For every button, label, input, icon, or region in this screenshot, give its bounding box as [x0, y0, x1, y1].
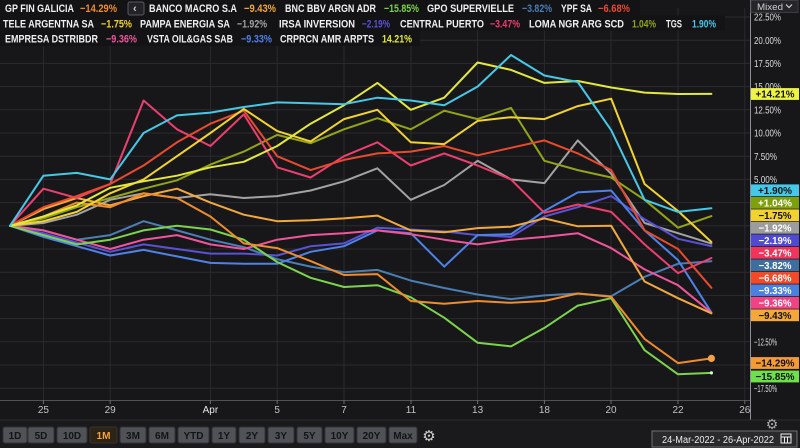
svg-text:5: 5 — [274, 405, 280, 416]
svg-text:−17.50%: −17.50% — [754, 384, 777, 395]
svg-text:+1.90%: +1.90% — [758, 186, 792, 197]
svg-text:−6.68%: −6.68% — [598, 3, 630, 15]
svg-text:1M: 1M — [97, 431, 111, 442]
svg-text:18: 18 — [539, 405, 551, 416]
svg-text:−9.43%: −9.43% — [759, 311, 792, 322]
svg-text:17.50%: 17.50% — [754, 59, 781, 70]
svg-text:−9.33%: −9.33% — [759, 286, 792, 297]
svg-text:GP FIN GALICIA: GP FIN GALICIA — [5, 3, 74, 15]
svg-text:−15.85%: −15.85% — [756, 372, 795, 383]
svg-text:Mixed: Mixed — [757, 2, 783, 12]
svg-text:−2.19%: −2.19% — [362, 19, 390, 31]
svg-text:TGS: TGS — [666, 19, 682, 31]
svg-text:−3.82%: −3.82% — [522, 3, 552, 15]
svg-text:7.50%: 7.50% — [754, 152, 777, 163]
svg-text:10.00%: 10.00% — [754, 129, 781, 140]
svg-text:−12.50%: −12.50% — [754, 337, 777, 348]
svg-text:13: 13 — [472, 405, 484, 416]
svg-text:−1.92%: −1.92% — [759, 223, 792, 234]
svg-text:12.50%: 12.50% — [754, 105, 781, 116]
svg-text:3M: 3M — [126, 431, 140, 442]
svg-text:BNC BBV ARGN ADR: BNC BBV ARGN ADR — [285, 3, 376, 15]
svg-text:⚙: ⚙ — [766, 416, 779, 432]
svg-text:25: 25 — [38, 405, 50, 416]
svg-text:10Y: 10Y — [331, 431, 349, 442]
svg-text:26: 26 — [739, 405, 751, 416]
svg-text:14.21%: 14.21% — [382, 34, 412, 46]
svg-text:‹: ‹ — [133, 3, 137, 15]
svg-text:15.00%: 15.00% — [754, 82, 781, 93]
svg-text:IRSA INVERSION: IRSA INVERSION — [279, 19, 355, 31]
svg-text:−1.75%: −1.75% — [101, 19, 132, 31]
svg-text:Max: Max — [393, 431, 413, 442]
svg-text:TELE ARGENTNA SA: TELE ARGENTNA SA — [3, 19, 94, 31]
svg-text:20: 20 — [605, 405, 617, 416]
svg-text:Apr: Apr — [203, 405, 219, 416]
svg-text:YTD: YTD — [184, 431, 204, 442]
svg-text:CRPRCN AMR ARPTS: CRPRCN AMR ARPTS — [280, 34, 374, 46]
svg-text:24-Mar-2022 - 26-Apr-2022: 24-Mar-2022 - 26-Apr-2022 — [662, 435, 774, 446]
svg-text:−15.85%: −15.85% — [384, 3, 419, 15]
svg-text:10D: 10D — [63, 431, 81, 442]
svg-text:29: 29 — [105, 405, 117, 416]
svg-text:−1.92%: −1.92% — [237, 19, 267, 31]
svg-text:−14.29%: −14.29% — [80, 3, 117, 15]
svg-text:+14.21%: +14.21% — [756, 90, 795, 101]
svg-text:BANCO MACRO S.A: BANCO MACRO S.A — [149, 3, 237, 15]
svg-text:−3.47%: −3.47% — [759, 248, 792, 259]
svg-text:YPF SA: YPF SA — [561, 3, 592, 15]
svg-text:1Y: 1Y — [218, 431, 231, 442]
svg-text:−1.75%: −1.75% — [759, 211, 792, 222]
svg-text:6M: 6M — [155, 431, 169, 442]
svg-text:3Y: 3Y — [275, 431, 288, 442]
svg-text:−6.68%: −6.68% — [759, 273, 792, 284]
svg-text:−9.36%: −9.36% — [759, 298, 792, 309]
svg-text:VSTA OIL&GAS SAB: VSTA OIL&GAS SAB — [147, 34, 233, 46]
svg-text:−9.43%: −9.43% — [244, 3, 276, 15]
svg-text:−9.36%: −9.36% — [106, 34, 137, 46]
svg-text:−3.47%: −3.47% — [490, 19, 520, 31]
svg-text:5Y: 5Y — [303, 431, 316, 442]
svg-text:1.90%: 1.90% — [692, 19, 716, 31]
svg-text:7: 7 — [341, 405, 347, 416]
svg-text:5D: 5D — [35, 431, 48, 442]
svg-text:20.00%: 20.00% — [754, 36, 781, 47]
svg-text:11: 11 — [406, 405, 417, 416]
svg-text:PAMPA ENERGIA SA: PAMPA ENERGIA SA — [140, 19, 230, 31]
svg-text:20Y: 20Y — [363, 431, 381, 442]
svg-text:⚙: ⚙ — [422, 428, 435, 445]
svg-text:−3.82%: −3.82% — [759, 261, 792, 272]
svg-text:−2.19%: −2.19% — [759, 236, 792, 247]
svg-text:2Y: 2Y — [246, 431, 259, 442]
svg-text:1.04%: 1.04% — [632, 19, 656, 31]
svg-text:+1.04%: +1.04% — [758, 198, 792, 209]
svg-text:22.50%: 22.50% — [754, 13, 781, 24]
svg-text:22: 22 — [672, 405, 684, 416]
svg-text:LOMA NGR ARG SCD: LOMA NGR ARG SCD — [529, 19, 624, 31]
svg-text:1D: 1D — [9, 431, 22, 442]
svg-text:−9.33%: −9.33% — [241, 34, 272, 46]
svg-text:EMPRESA DSTRIBDR: EMPRESA DSTRIBDR — [5, 34, 98, 46]
svg-text:5.00%: 5.00% — [754, 175, 777, 186]
svg-text:−14.29%: −14.29% — [756, 359, 795, 370]
svg-text:GPO SUPERVIELLE: GPO SUPERVIELLE — [427, 3, 514, 15]
svg-text:CENTRAL PUERTO: CENTRAL PUERTO — [400, 19, 484, 31]
